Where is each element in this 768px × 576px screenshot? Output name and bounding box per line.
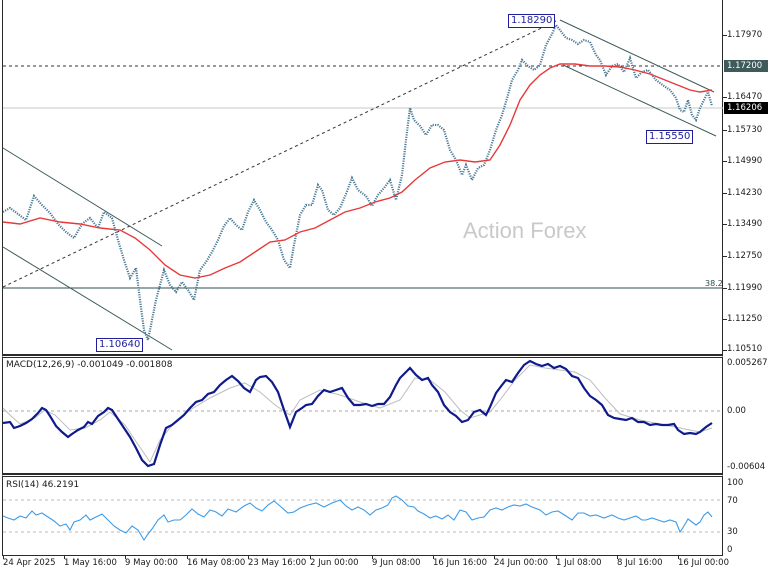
time-axis-label: 16 Jun 16:00 — [433, 558, 487, 568]
time-axis-label: 9 May 00:00 — [125, 558, 178, 568]
time-tick — [433, 555, 434, 559]
price-axis-label: 1.15730 — [727, 125, 763, 135]
time-tick — [617, 555, 618, 559]
time-tick — [678, 555, 679, 559]
time-tick — [494, 555, 495, 559]
moving-average-line — [2, 63, 713, 279]
price-axis-label: 1.12750 — [727, 251, 763, 261]
price-axis-label: 1.16470 — [727, 92, 763, 102]
time-axis-label: 8 Jul 16:00 — [617, 558, 663, 568]
macd-panel[interactable] — [2, 355, 723, 474]
price-axis-label: 1.10510 — [727, 344, 763, 354]
channel-right-lower — [562, 64, 717, 137]
time-tick — [64, 555, 65, 559]
time-axis-label: 1 May 16:00 — [64, 558, 117, 568]
price-axis-label: 1.17970 — [727, 30, 763, 40]
macd-axis-max: 0.005267 — [727, 358, 768, 368]
macd-signal-line — [2, 364, 713, 464]
time-axis-label: 9 Jun 08:00 — [372, 558, 421, 568]
time-tick — [125, 555, 126, 559]
time-tick — [3, 555, 4, 559]
high-callout: 1.18290 — [508, 14, 556, 28]
time-tick — [556, 555, 557, 559]
time-axis-label: 16 May 08:00 — [187, 558, 246, 568]
time-axis-label: 23 May 16:00 — [248, 558, 307, 568]
time-axis-label: 24 Jun 00:00 — [494, 558, 548, 568]
price-tick — [723, 288, 727, 289]
time-axis-label: 2 Jun 00:00 — [310, 558, 359, 568]
time-axis-label: 1 Jul 08:00 — [556, 558, 602, 568]
macd-label: MACD(12,26,9) -0.001049 -0.001808 — [6, 360, 173, 370]
time-axis-label: 24 Apr 2025 — [3, 558, 56, 568]
price-axis-label: 1.11990 — [727, 283, 763, 293]
time-tick — [372, 555, 373, 559]
macd-line — [2, 359, 713, 468]
time-axis-label: 16 Jul 00:00 — [678, 558, 729, 568]
fib-level-label: 38.2 — [705, 279, 723, 288]
rsi-label: RSI(14) 46.2191 — [6, 480, 80, 490]
price-tick — [723, 256, 727, 257]
rsi-axis-30: 30 — [727, 527, 738, 537]
price-tick — [723, 193, 727, 194]
channel-left-lower — [2, 246, 173, 351]
time-tick — [248, 555, 249, 559]
price-tick — [723, 161, 727, 162]
rsi-panel[interactable] — [2, 474, 723, 556]
rsi-axis-100: 100 — [727, 478, 744, 488]
price-axis-label: 1.11250 — [727, 314, 763, 324]
low-left-callout: 1.10640 — [96, 338, 144, 352]
macd-axis-min: -0.00604 — [727, 462, 766, 472]
rsi-axis-0: 0 — [727, 545, 733, 555]
channel-right-upper — [559, 19, 715, 93]
time-tick — [310, 555, 311, 559]
price-axis-label: 1.14230 — [727, 188, 763, 198]
rsi-axis-70: 70 — [727, 496, 738, 506]
channel-left-upper — [2, 147, 163, 247]
level-price-box: 1.17200 — [724, 60, 768, 72]
price-axis-label: 1.14990 — [727, 156, 763, 166]
price-tick — [723, 319, 727, 320]
price-tick — [723, 35, 727, 36]
trendline-dotted — [2, 20, 557, 288]
watermark: Action Forex — [463, 218, 587, 243]
price-tick — [723, 224, 727, 225]
time-tick — [187, 555, 188, 559]
price-tick — [723, 97, 727, 98]
price-panel[interactable] — [2, 0, 723, 355]
price-tick — [723, 350, 727, 351]
low-right-callout: 1.15550 — [646, 130, 694, 144]
rsi-line — [2, 495, 713, 542]
price-tick — [723, 130, 727, 131]
macd-axis-zero: 0.00 — [727, 406, 746, 416]
current-price-box: 1.16206 — [724, 102, 768, 114]
price-axis-label: 1.13490 — [727, 219, 763, 229]
price-bars — [2, 22, 714, 344]
